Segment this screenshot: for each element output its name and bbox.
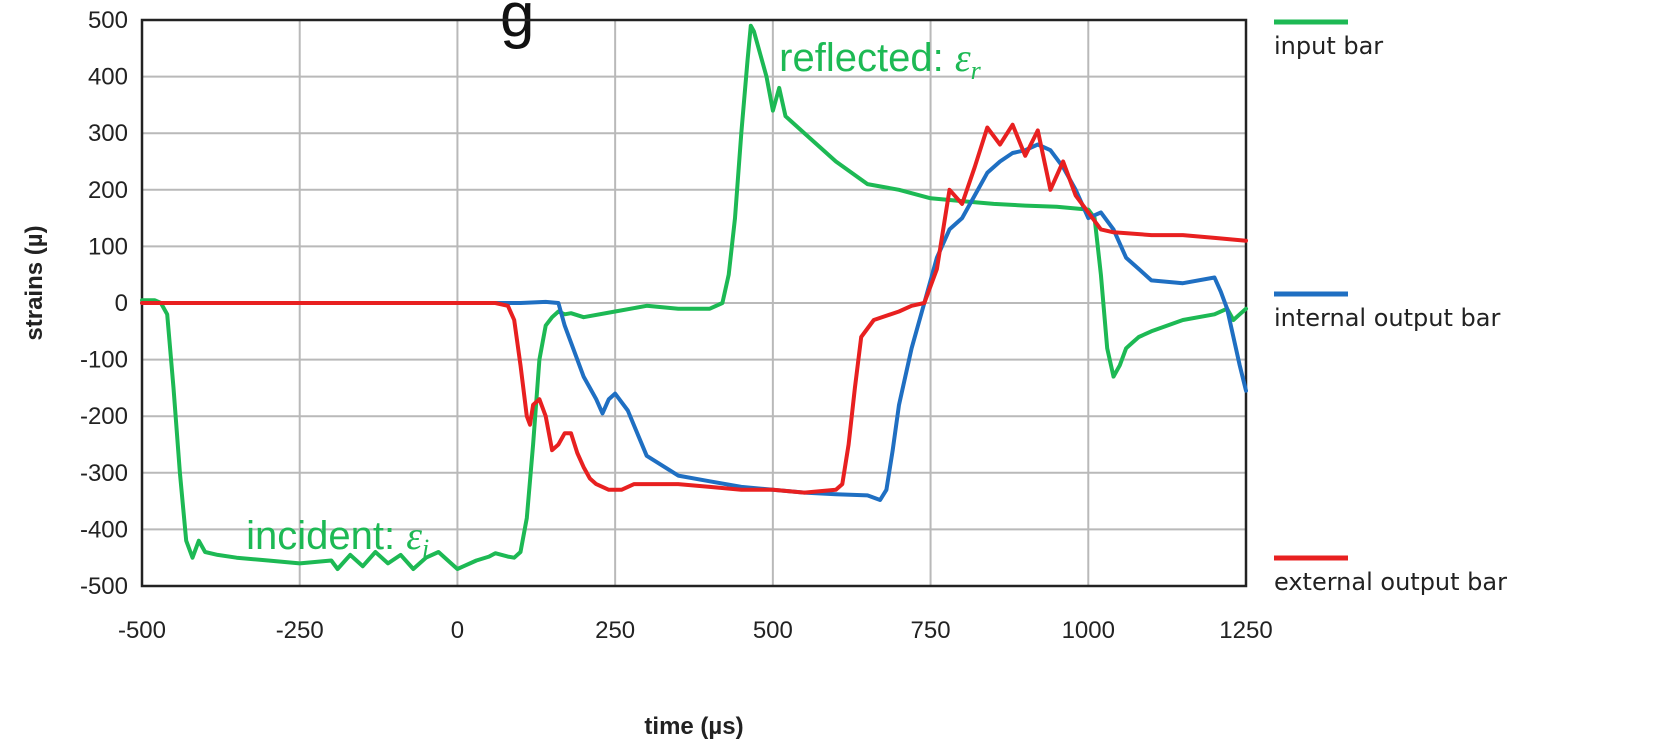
legend: input bar internal output bar external out… — [1274, 19, 1507, 596]
y-tick-label: 300 — [88, 120, 128, 147]
annotations: incident: εi reflected: εr — [246, 35, 981, 563]
legend-label: input bar — [1274, 32, 1383, 60]
annotation-incident: incident: εi — [246, 513, 429, 563]
x-tick-label: -250 — [276, 617, 324, 644]
x-tick-label: 1000 — [1062, 617, 1115, 644]
y-tick-label: -100 — [80, 347, 128, 374]
x-tick-label: 750 — [911, 617, 951, 644]
y-tick-label: -400 — [80, 516, 128, 543]
legend-label: external output bar — [1274, 568, 1507, 596]
y-tick-label: 0 — [115, 290, 128, 317]
x-tick-label: 1250 — [1219, 617, 1272, 644]
y-tick-label: 200 — [88, 177, 128, 204]
series-layer — [140, 23, 1248, 571]
y-tick-label: -500 — [80, 573, 128, 600]
series-line — [140, 122, 1248, 495]
y-tick-label: 100 — [88, 233, 128, 260]
annotation-reflected: reflected: εr — [779, 35, 981, 85]
grid — [141, 19, 1247, 587]
series-line — [140, 23, 1248, 571]
y-tick-label: -200 — [80, 403, 128, 430]
series-line — [140, 142, 1248, 502]
x-tick-labels: -500 -250 0 250 500 750 1000 1250 — [118, 617, 1273, 644]
y-tick-label: 400 — [88, 64, 128, 91]
x-axis-title: time (µs) — [644, 713, 743, 740]
x-tick-label: 0 — [451, 617, 464, 644]
y-tick-labels: -500 -400 -300 -200 -100 0 100 200 300 400 500 — [80, 7, 128, 600]
y-axis-title: strains (µ) — [21, 225, 48, 340]
legend-label: internal output bar — [1274, 304, 1500, 332]
x-tick-label: 500 — [753, 617, 793, 644]
y-tick-label: 500 — [88, 7, 128, 34]
x-tick-label: 250 — [595, 617, 635, 644]
title-fragment: g — [500, 0, 534, 50]
y-tick-label: -300 — [80, 460, 128, 487]
x-tick-label: -500 — [118, 617, 166, 644]
